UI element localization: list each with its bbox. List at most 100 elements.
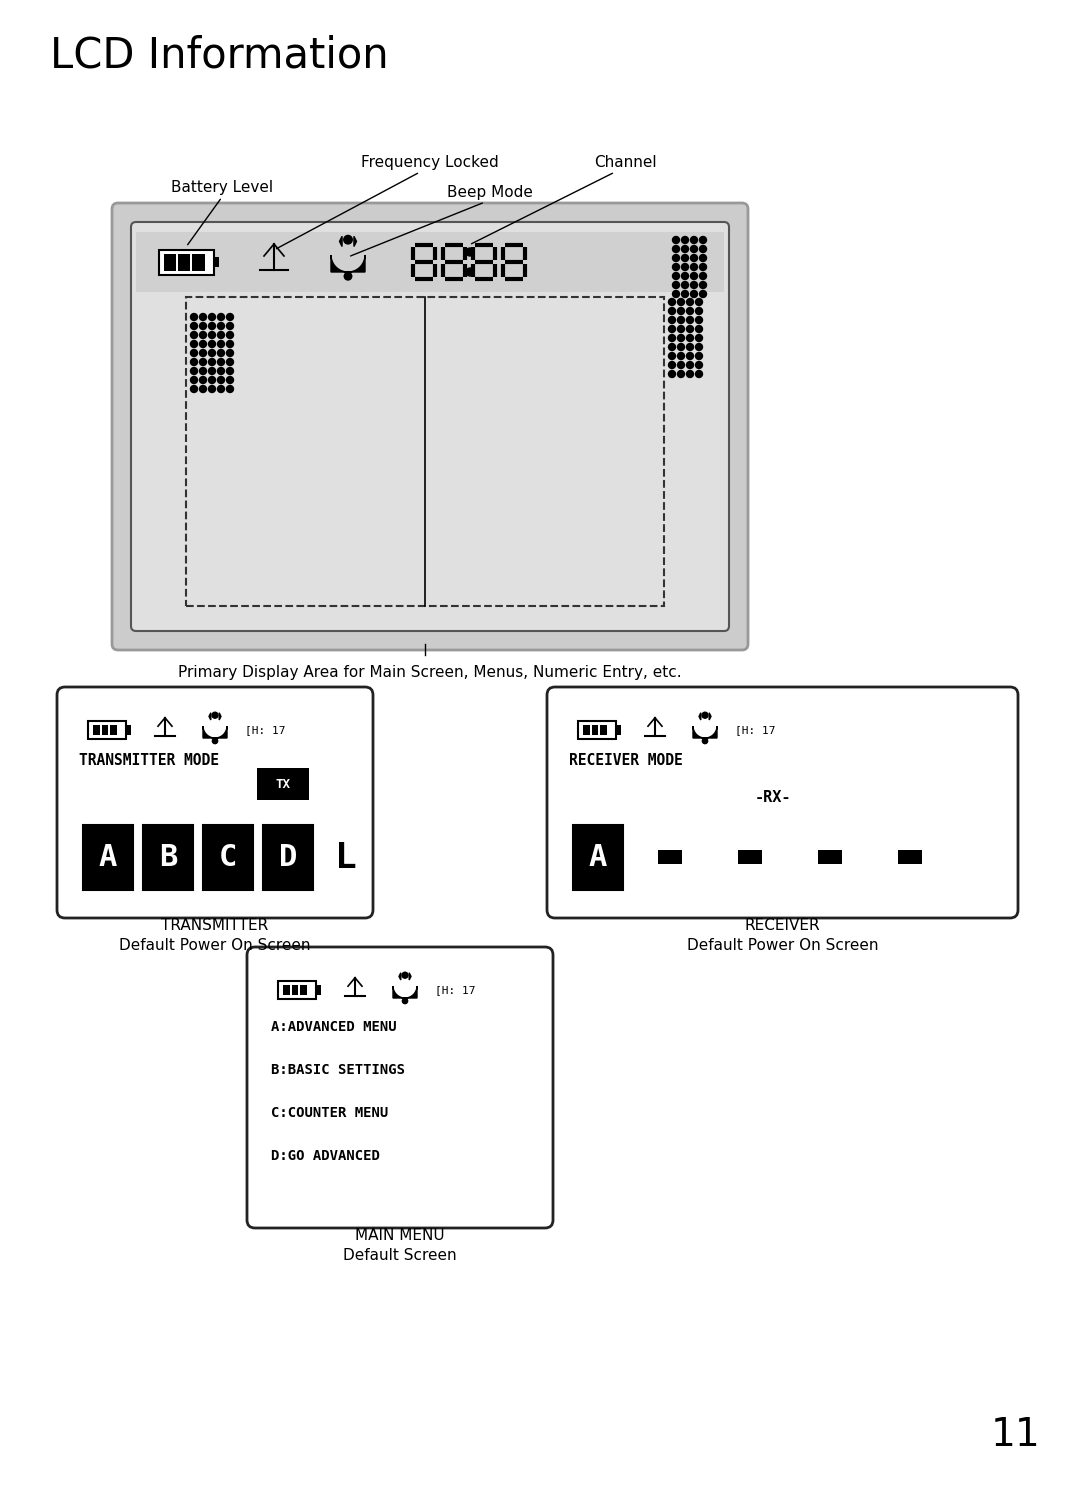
Circle shape [696, 344, 702, 351]
Bar [583, 725, 590, 735]
Circle shape [690, 263, 698, 270]
Circle shape [217, 359, 225, 366]
Circle shape [208, 332, 216, 339]
Circle shape [200, 323, 206, 330]
Circle shape [208, 350, 216, 357]
Circle shape [681, 245, 689, 252]
Bar [143, 825, 193, 890]
Text: B: B [159, 844, 177, 872]
Text: [H: 17: [H: 17 [245, 725, 285, 735]
Circle shape [669, 326, 675, 333]
Circle shape [200, 368, 206, 375]
Circle shape [217, 350, 225, 357]
Circle shape [227, 314, 233, 321]
Circle shape [696, 299, 702, 305]
Circle shape [696, 371, 702, 378]
Bar [278, 982, 316, 999]
Circle shape [700, 272, 706, 279]
Circle shape [227, 341, 233, 348]
Circle shape [677, 371, 685, 378]
Circle shape [190, 368, 198, 375]
Text: D:GO ADVANCED: D:GO ADVANCED [271, 1149, 380, 1162]
Bar [283, 985, 289, 995]
Circle shape [690, 272, 698, 279]
Circle shape [687, 335, 693, 342]
Text: A:ADVANCED MENU: A:ADVANCED MENU [271, 1020, 396, 1034]
Circle shape [669, 317, 675, 324]
Circle shape [700, 281, 706, 288]
Circle shape [687, 317, 693, 324]
Circle shape [190, 359, 198, 366]
Circle shape [702, 713, 708, 719]
Polygon shape [710, 713, 711, 720]
FancyBboxPatch shape [546, 687, 1018, 917]
Text: -RX-: -RX- [755, 790, 792, 805]
Circle shape [677, 344, 685, 351]
Circle shape [217, 368, 225, 375]
Polygon shape [393, 986, 417, 998]
Circle shape [687, 326, 693, 333]
Circle shape [696, 335, 702, 342]
Circle shape [681, 263, 689, 270]
Text: TX: TX [275, 777, 291, 790]
Circle shape [402, 973, 408, 979]
Circle shape [213, 738, 218, 744]
Bar [264, 825, 313, 890]
Text: D: D [279, 844, 297, 872]
Bar [186, 297, 664, 607]
Circle shape [465, 248, 474, 255]
Circle shape [681, 290, 689, 297]
Circle shape [681, 236, 689, 244]
Bar [102, 725, 108, 735]
Circle shape [700, 245, 706, 252]
Circle shape [208, 385, 216, 393]
FancyBboxPatch shape [57, 687, 373, 917]
Circle shape [669, 335, 675, 342]
Circle shape [673, 281, 679, 288]
Polygon shape [699, 713, 701, 720]
Circle shape [217, 385, 225, 393]
Circle shape [673, 290, 679, 297]
Circle shape [677, 353, 685, 360]
Circle shape [227, 376, 233, 384]
Circle shape [190, 314, 198, 321]
Polygon shape [330, 255, 365, 272]
Circle shape [690, 245, 698, 252]
Circle shape [227, 323, 233, 330]
Circle shape [690, 236, 698, 244]
Text: A: A [98, 844, 118, 872]
Text: TRANSMITTER MODE: TRANSMITTER MODE [79, 753, 219, 768]
Text: Beep Mode: Beep Mode [447, 185, 532, 200]
Circle shape [227, 350, 233, 357]
Circle shape [677, 308, 685, 315]
Polygon shape [203, 726, 227, 738]
Circle shape [200, 314, 206, 321]
Circle shape [190, 385, 198, 393]
Circle shape [690, 290, 698, 297]
Circle shape [681, 272, 689, 279]
Text: C:COUNTER MENU: C:COUNTER MENU [271, 1106, 388, 1120]
Circle shape [190, 332, 198, 339]
Circle shape [227, 332, 233, 339]
Circle shape [677, 335, 685, 342]
Circle shape [200, 359, 206, 366]
Circle shape [687, 299, 693, 305]
Bar [316, 985, 321, 995]
Circle shape [217, 323, 225, 330]
Circle shape [217, 376, 225, 384]
Text: C: C [219, 844, 238, 872]
Text: LCD Information: LCD Information [50, 34, 389, 76]
Bar [897, 850, 922, 864]
Bar [159, 249, 214, 275]
Circle shape [700, 263, 706, 270]
Circle shape [669, 299, 675, 305]
Circle shape [343, 236, 352, 244]
Circle shape [669, 353, 675, 360]
Circle shape [681, 281, 689, 288]
Polygon shape [693, 726, 717, 738]
Circle shape [700, 290, 706, 297]
Bar [592, 725, 598, 735]
Text: Default Screen: Default Screen [343, 1247, 457, 1262]
Bar [136, 232, 724, 291]
Circle shape [696, 308, 702, 315]
